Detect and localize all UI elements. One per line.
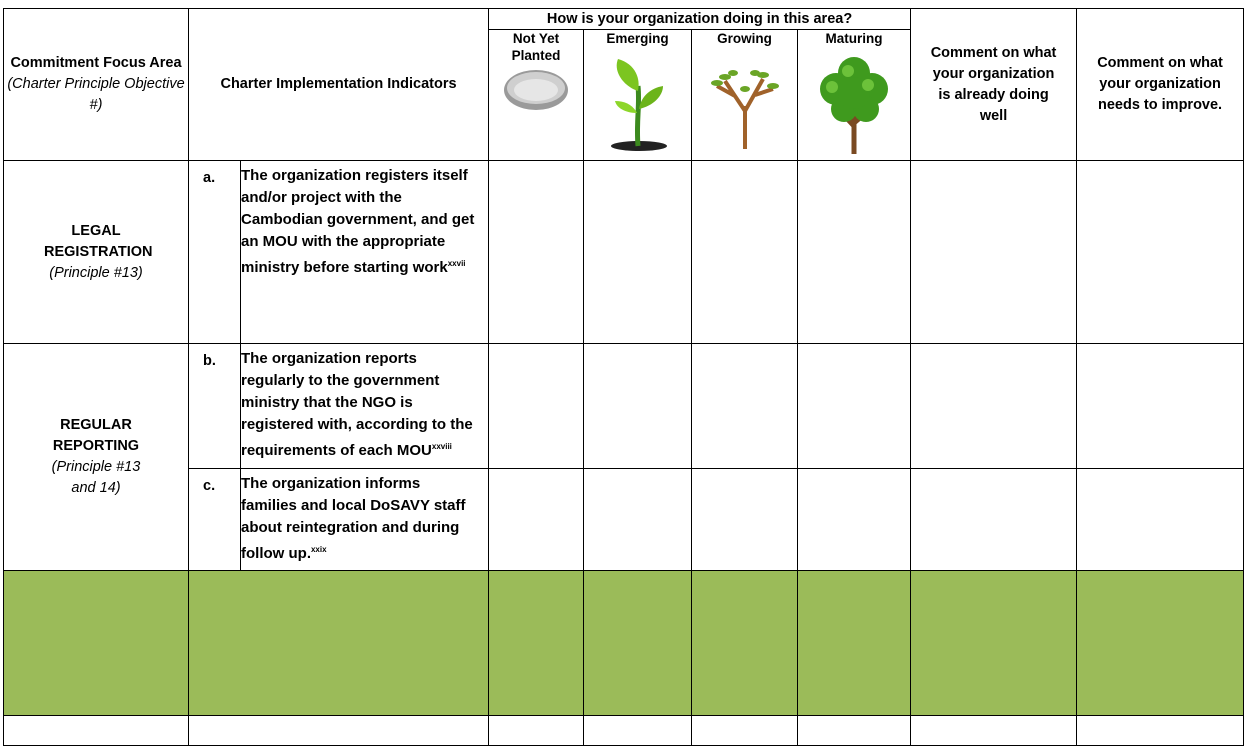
empty-cell bbox=[910, 570, 1078, 716]
page: {"header": { "focus_area": {"title": "Co… bbox=[3, 8, 1245, 746]
empty-cell bbox=[1076, 570, 1245, 716]
principle-text: (Principle #13 and 14) bbox=[51, 459, 141, 496]
header-text: Charter Implementation Indicators bbox=[220, 76, 457, 92]
empty-cell bbox=[910, 715, 1078, 746]
empty-cell bbox=[488, 570, 585, 716]
body: Commitment Focus Area (Charter Principle … bbox=[3, 8, 1245, 746]
empty-cell bbox=[910, 468, 1078, 571]
empty-cell bbox=[3, 715, 189, 746]
empty-cell bbox=[488, 160, 585, 344]
green-row bbox=[3, 570, 1245, 716]
sprout-icon bbox=[610, 59, 667, 151]
empty-cell bbox=[1076, 160, 1245, 344]
empty-cell bbox=[3, 570, 189, 716]
empty-cell bbox=[583, 715, 693, 746]
letter-cell: a. bbox=[188, 160, 241, 344]
indicator-cell: The organization informs families and lo… bbox=[239, 468, 490, 571]
stage-label: Growing bbox=[717, 31, 772, 46]
empty-cell bbox=[583, 570, 693, 716]
empty-cell bbox=[691, 160, 799, 344]
header-cell: How is your organization doing in this a… bbox=[488, 8, 912, 30]
empty-cell bbox=[488, 343, 585, 469]
footnote-ref: xxix bbox=[310, 545, 327, 554]
indicator-text: The organization reports regularly to th… bbox=[241, 350, 473, 459]
empty-cell bbox=[797, 570, 912, 716]
indicator-cell: The organization registers itself and/or… bbox=[239, 160, 490, 344]
header-cell: Charter Implementation Indicators bbox=[187, 8, 490, 161]
body-row: c. The organization informs families and… bbox=[4, 468, 1245, 571]
body-row: LEGAL REGISTRATION (Principle #13) a. The… bbox=[3, 160, 1245, 344]
header-cell: Commitment Focus Area (Charter Principle … bbox=[3, 8, 189, 161]
area-text: REGULAR REPORTING bbox=[52, 417, 140, 454]
footnote-ref: xxviii bbox=[431, 442, 452, 451]
area-text: LEGAL REGISTRATION bbox=[44, 222, 153, 260]
stage-cell: Not Yet Planted bbox=[488, 29, 585, 161]
empty-cell bbox=[583, 468, 693, 571]
empty-cell bbox=[691, 468, 799, 571]
empty-cell bbox=[187, 570, 490, 716]
empty-cell bbox=[691, 343, 799, 469]
header-subtext: (Charter Principle Objective #) bbox=[7, 76, 185, 113]
empty-cell bbox=[583, 343, 693, 469]
letter-cell: c. bbox=[188, 468, 241, 571]
principle-text: (Principle #13) bbox=[49, 264, 143, 281]
plant-icon bbox=[710, 70, 779, 149]
header-cell: Comment on what your organization is alr… bbox=[910, 8, 1078, 161]
assessment-table: Commitment Focus Area (Charter Principle … bbox=[3, 8, 1245, 746]
empty-cell bbox=[691, 570, 799, 716]
empty-cell bbox=[187, 715, 490, 746]
dish-icon bbox=[504, 70, 569, 110]
stage-cell: Growing bbox=[691, 29, 799, 161]
empty-cell bbox=[910, 343, 1078, 469]
empty-cell bbox=[1076, 468, 1245, 571]
area-cell: REGULAR REPORTING (Principle #13 and 14) bbox=[3, 343, 189, 571]
footnote-ref: xxvii bbox=[447, 259, 466, 268]
stage-label: Maturing bbox=[825, 31, 883, 46]
stage-label: Not Yet Planted bbox=[511, 31, 561, 63]
empty-cell bbox=[488, 468, 585, 571]
stage-cell: Emerging bbox=[583, 29, 693, 161]
header-cell: Comment on what your organization needs … bbox=[1076, 8, 1245, 161]
empty-cell bbox=[1076, 715, 1245, 746]
empty-cell bbox=[691, 715, 799, 746]
empty-cell bbox=[797, 343, 912, 469]
header-text: Commitment Focus Area bbox=[10, 55, 182, 71]
stage-label: Emerging bbox=[606, 31, 669, 46]
empty-cell bbox=[910, 160, 1078, 344]
body-row: REGULAR REPORTING (Principle #13 and 14) … bbox=[3, 343, 1245, 571]
tree-icon bbox=[820, 57, 889, 154]
letter-cell: b. bbox=[188, 343, 241, 469]
indicator-text: The organization registers itself and/or… bbox=[241, 167, 475, 276]
empty-cell bbox=[797, 715, 912, 746]
body-row bbox=[3, 715, 1245, 746]
stage-cell: Maturing bbox=[797, 29, 912, 161]
indicator-cell: The organization reports regularly to th… bbox=[239, 343, 490, 469]
indicator-text: The organization informs families and lo… bbox=[241, 475, 466, 562]
header-row: Commitment Focus Area (Charter Principle … bbox=[3, 8, 1245, 161]
empty-cell bbox=[583, 160, 693, 344]
area-cell: LEGAL REGISTRATION (Principle #13) bbox=[3, 160, 189, 344]
empty-cell bbox=[488, 715, 585, 746]
empty-cell bbox=[1076, 343, 1245, 469]
header-row: Not Yet Planted Emerging Growing Maturin… bbox=[4, 29, 1244, 161]
empty-cell bbox=[797, 468, 912, 571]
empty-cell bbox=[797, 160, 912, 344]
